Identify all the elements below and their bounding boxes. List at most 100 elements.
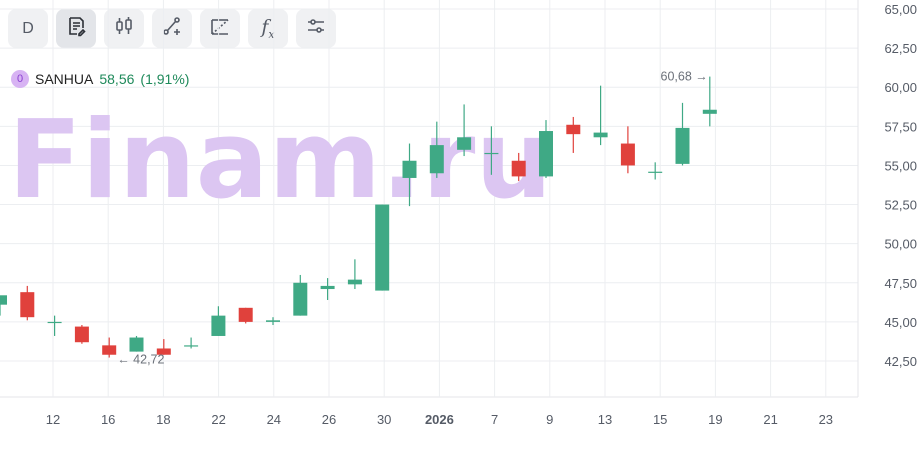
line-tool-icon: [161, 15, 183, 42]
function-icon: fx: [261, 16, 275, 41]
x-tick-label: 19: [708, 412, 722, 427]
annotations-layer: 60,68 → ← 42,72: [117, 70, 708, 367]
ticker-price: 58,56: [99, 71, 135, 87]
candle[interactable]: [74, 325, 89, 344]
x-tick-label: 16: [101, 412, 115, 427]
x-tick-label: 21: [763, 412, 777, 427]
fib-icon: [209, 15, 231, 42]
candle[interactable]: [156, 339, 171, 355]
candle-body: [320, 285, 335, 290]
candle[interactable]: [511, 152, 526, 182]
candle-body: [375, 204, 390, 291]
candle[interactable]: [648, 162, 663, 180]
candle-body: [347, 279, 362, 285]
candles-layer: [0, 76, 717, 358]
candle[interactable]: [266, 317, 280, 326]
candle-body: [511, 160, 526, 177]
notes-button[interactable]: [56, 9, 96, 48]
candle[interactable]: [593, 85, 608, 146]
candle-body: [702, 109, 717, 114]
candle[interactable]: [102, 337, 117, 358]
candle-body: [129, 337, 144, 352]
candle[interactable]: [457, 104, 472, 157]
candle-body: [0, 295, 7, 305]
candle[interactable]: [375, 204, 390, 291]
candle[interactable]: [238, 307, 253, 324]
candle[interactable]: [0, 295, 7, 316]
notes-icon: [65, 15, 87, 42]
candle-body: [211, 315, 226, 336]
candle-body: [675, 127, 690, 164]
settings-sliders-icon: [305, 15, 327, 42]
candle-body: [402, 160, 417, 178]
x-tick-label: 13: [598, 412, 612, 427]
candle[interactable]: [293, 274, 308, 316]
x-tick-label: 26: [322, 412, 336, 427]
candle-body: [47, 321, 62, 324]
x-tick-label: 2026: [425, 412, 454, 427]
y-tick-label: 62,50: [884, 41, 917, 56]
candle-body: [238, 307, 253, 322]
interval-label: D: [22, 19, 34, 37]
candle-body: [266, 320, 280, 322]
candle[interactable]: [320, 278, 335, 300]
line-tool-button[interactable]: [152, 9, 192, 48]
candle-body: [429, 145, 444, 174]
x-tick-label: 24: [267, 412, 281, 427]
x-tick-label: 7: [491, 412, 498, 427]
candle-body: [566, 124, 581, 135]
low-price-annotation: ← 42,72: [117, 353, 164, 367]
x-tick-label: 9: [546, 412, 553, 427]
x-tick-label: 12: [46, 412, 60, 427]
candle[interactable]: [184, 337, 199, 349]
indicators-button[interactable]: fx: [248, 9, 288, 48]
candle-body: [293, 282, 308, 316]
candle-body: [457, 137, 472, 150]
watermark: Finam.ru: [8, 98, 552, 223]
candle[interactable]: [484, 126, 499, 175]
candle-body: [484, 152, 499, 155]
candle-body: [620, 143, 635, 166]
candles-icon: [113, 15, 135, 42]
candle[interactable]: [566, 116, 581, 153]
fib-tool-button[interactable]: [200, 9, 240, 48]
x-tick-label: 22: [211, 412, 225, 427]
ticker-badge: 0: [11, 70, 29, 88]
candle-body: [156, 348, 171, 355]
chart-grid: [0, 0, 859, 398]
ticker-change: (1,91%): [140, 71, 190, 87]
candle[interactable]: [539, 120, 553, 178]
y-tick-label: 47,50: [884, 276, 917, 291]
y-tick-label: 60,00: [884, 80, 917, 95]
y-tick-label: 55,00: [884, 158, 917, 173]
interval-button[interactable]: D: [8, 9, 48, 48]
candle[interactable]: [129, 335, 144, 352]
candle[interactable]: [620, 126, 635, 174]
y-axis: 65,00 62,50 60,00 57,50 55,00 52,50 50,00 47,50…: [884, 2, 917, 369]
y-tick-label: 42,50: [884, 354, 917, 369]
y-tick-label: 50,00: [884, 237, 917, 252]
candle[interactable]: [429, 121, 444, 178]
high-price-annotation: 60,68 →: [661, 70, 708, 84]
x-axis: 12 16 18 22 24 26 30 2026 7 9 13 15 19 21 23: [46, 412, 833, 427]
x-tick-label: 30: [377, 412, 391, 427]
candle[interactable]: [20, 285, 35, 321]
ticker-symbol: SANHUA: [35, 71, 94, 87]
candle[interactable]: [402, 143, 417, 207]
candle-body: [648, 171, 663, 173]
candle[interactable]: [211, 306, 226, 336]
chart-type-button[interactable]: [104, 9, 144, 48]
y-tick-label: 65,00: [884, 2, 917, 17]
candle[interactable]: [702, 76, 717, 127]
candle[interactable]: [675, 102, 690, 166]
candle-body: [102, 345, 117, 355]
candle[interactable]: [47, 315, 62, 336]
y-tick-label: 45,00: [884, 315, 917, 330]
candle[interactable]: [347, 259, 362, 290]
x-tick-label: 18: [156, 412, 170, 427]
x-tick-label: 23: [819, 412, 833, 427]
ticker-legend: 0 SANHUA 58,56 (1,91%): [11, 70, 189, 88]
y-tick-label: 57,50: [884, 119, 917, 134]
candle-body: [184, 345, 199, 347]
